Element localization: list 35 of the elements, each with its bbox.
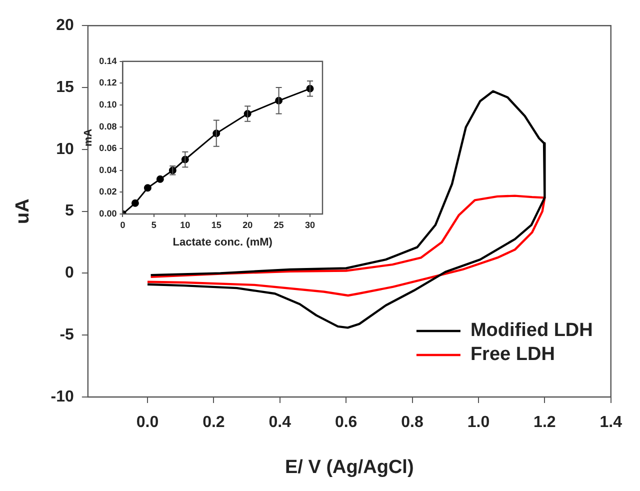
x-axis-title: Lactate conc. (mM) [172, 236, 273, 248]
y-tick-label: 10 [56, 140, 74, 158]
y-tick-label: 0.00 [99, 208, 117, 218]
y-axis-title: uA [12, 198, 34, 224]
x-tick-label: 25 [274, 220, 284, 230]
x-tick-label: 0.4 [268, 414, 292, 432]
y-axis-title: mA [82, 128, 95, 147]
legend-label: Free LDH [470, 344, 555, 366]
x-tick-label: 0 [120, 220, 126, 230]
y-tick-label: 0.02 [99, 186, 117, 197]
y-tick-label: -10 [50, 388, 74, 406]
y-tick-label: 0.14 [99, 56, 117, 66]
x-tick-label: 30 [305, 220, 316, 230]
y-tick-label: 0 [65, 264, 74, 282]
legend-label: Modified LDH [470, 320, 593, 342]
x-tick-label: 20 [242, 220, 253, 230]
y-tick-label: 0.06 [99, 143, 117, 154]
x-tick-label: 1.0 [467, 414, 490, 432]
x-tick-label: 0.0 [136, 414, 159, 432]
y-tick-label: 0.04 [99, 164, 117, 175]
x-tick-label: 0.2 [202, 414, 225, 432]
y-tick-label: 0.12 [99, 78, 117, 88]
x-tick-label: 15 [211, 220, 222, 230]
x-tick-label: 5 [151, 220, 156, 230]
x-axis-title: E/ V (Ag/AgCl) [285, 456, 414, 478]
x-tick-label: 0.6 [334, 414, 358, 432]
x-tick-label: 0.8 [401, 414, 424, 432]
y-tick-label: -5 [60, 326, 74, 344]
x-tick-label: 1.2 [534, 414, 556, 432]
y-tick-label: 20 [56, 17, 74, 34]
y-tick-label: 0.08 [99, 121, 117, 132]
x-tick-label: 10 [180, 220, 190, 230]
y-tick-label: 15 [56, 78, 74, 96]
x-tick-label: 1.4 [600, 414, 622, 432]
y-tick-label: 0.10 [99, 99, 117, 110]
